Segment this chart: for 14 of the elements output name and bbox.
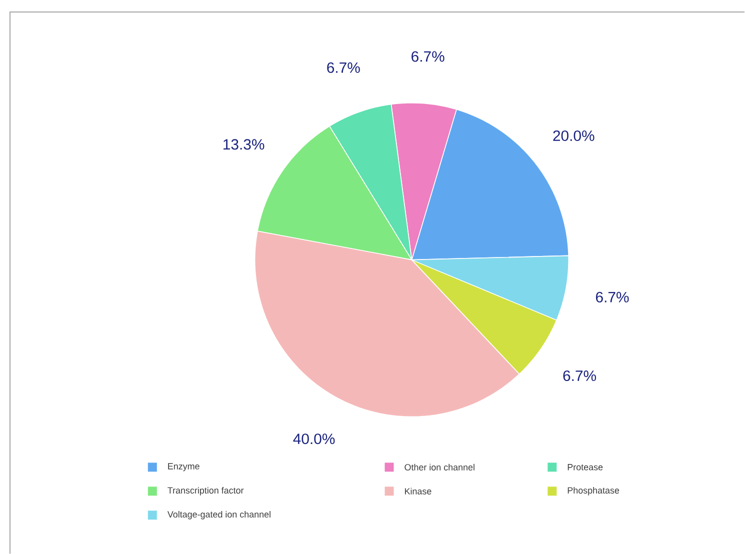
data-label: 6.7% xyxy=(327,62,360,73)
legend-label: Protease xyxy=(568,464,603,470)
data-label: 13.3% xyxy=(224,139,264,150)
legend-label: Voltage-gated ion channel xyxy=(167,510,270,520)
data-label: 6.7% xyxy=(596,292,629,302)
legend-label: Other ion channel xyxy=(404,464,474,470)
legend-label: Enzyme xyxy=(168,463,200,472)
legend-label: Transcription factor xyxy=(168,486,244,496)
data-label: 6.7% xyxy=(563,370,596,381)
legend-label: Kinase xyxy=(404,488,432,494)
data-label: 40.0% xyxy=(293,434,335,444)
legend-label: Phosphatase xyxy=(568,486,620,496)
data-label: 6.7% xyxy=(412,51,444,62)
data-label: 20.0% xyxy=(553,130,594,141)
